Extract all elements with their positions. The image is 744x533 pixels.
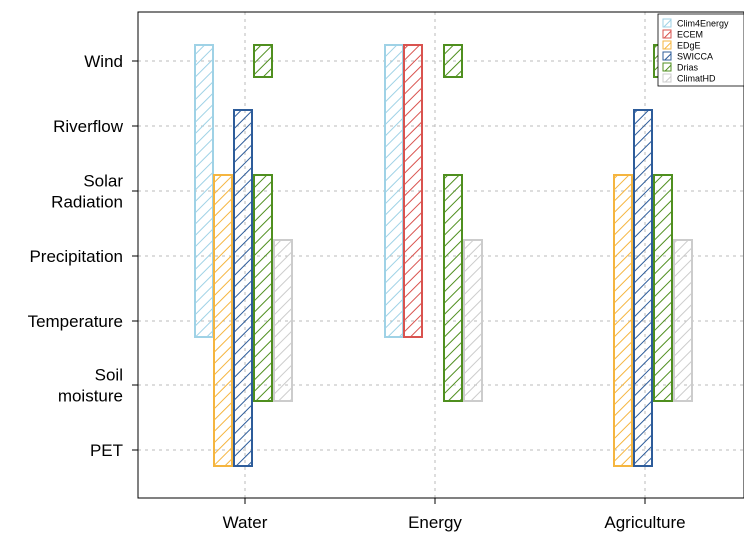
y-axis-ticks: PET Soil moisture Temperature Precipitation S… [28,52,138,460]
legend-box [657,13,744,87]
bar-clim4energy-energy [384,44,404,338]
legend-label-swicca: SWICCA [677,52,713,62]
bar-swicca-water [233,109,253,467]
bar-drias-agriculture [653,174,673,402]
legend-swatch-swicca [662,51,672,61]
y-tick-label-temperature: Temperature [28,312,123,331]
legend-swatch-ecem [662,29,672,39]
legend-label-drias: Drias [677,63,699,73]
legend-label-clim4energy: Clim4Energy [677,19,729,29]
x-tick-label-energy: Energy [408,513,462,532]
y-tick-label-riverflow: Riverflow [53,117,124,136]
legend-label-ecem: ECEM [677,30,703,40]
legend-swatch-clim4energy [662,18,672,28]
bar-edge-water [213,174,233,467]
bar-clim4energy-water [194,44,214,338]
y-tick-label-soil-moisture: Soil [95,366,123,385]
y-tick-label-pet: PET [90,441,123,460]
legend-label-edge: EDgE [677,41,701,51]
bar-drias-water-extra [253,44,273,78]
bar-swicca-agriculture [633,109,653,467]
bar-drias-energy [443,174,463,402]
bar-drias-water [253,174,273,402]
bar-climathd-water [273,239,293,402]
legend-swatch-edge [662,40,672,50]
x-tick-label-agriculture: Agriculture [604,513,685,532]
bars [194,44,693,467]
y-tick-label-wind: Wind [84,52,123,71]
plot-frame [137,11,744,499]
y-tick-label-precipitation: Precipitation [29,247,123,266]
y-tick-label-soil-moisture: moisture [58,387,123,406]
bar-edge-agriculture [613,174,633,467]
bar-drias-energy-extra [443,44,463,78]
y-tick-label-solar-radiation: Solar [83,172,123,191]
bar-climathd-agriculture [673,239,693,402]
legend-swatch-drias [662,62,672,72]
bar-climathd-energy [463,239,483,402]
x-tick-label-water: Water [223,513,268,532]
legend-label-climathd: ClimatHD [677,74,716,84]
bar-ecem-energy [403,44,423,338]
y-tick-label-solar-radiation: Radiation [51,193,123,212]
legend-swatch-climathd [662,73,672,83]
x-axis-ticks: Water Energy Agriculture [223,498,686,532]
